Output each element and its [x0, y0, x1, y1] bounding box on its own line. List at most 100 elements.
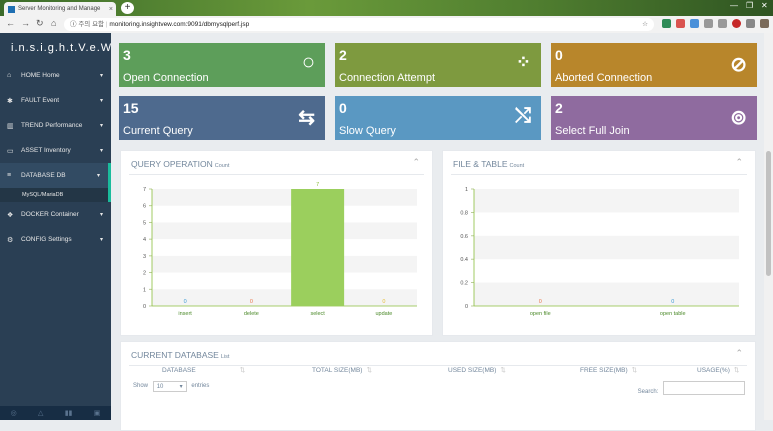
chevron-down-icon: ▾ — [99, 212, 103, 218]
sidebar-item-fault[interactable]: ✱ FAULT Event ▾ — [0, 88, 111, 113]
column-header-usage[interactable]: USAGE(%) ⇅ — [697, 367, 740, 374]
sidebar-item-home[interactable]: ⌂ HOME Home ▾ — [0, 63, 111, 88]
sidebar-item-label: FAULT Event — [21, 97, 60, 104]
home-nav-icon[interactable]: ⌂ — [51, 18, 57, 28]
bar-chart-icon: ▥ — [7, 122, 14, 130]
sidebar-item-asset[interactable]: ▭ ASSET Inventory ▾ — [0, 138, 111, 163]
brand-name: i.n.s.i.g.h.t.V.e.W — [11, 42, 113, 54]
extension-icon[interactable] — [690, 19, 699, 28]
value-label: 0 — [539, 299, 542, 305]
sidebar-footer: ◎ △ ▮▮ ▣ — [0, 406, 111, 420]
ban-icon: ⊘ — [730, 54, 747, 76]
extension-icon[interactable] — [704, 19, 713, 28]
stat-tile-aborted-connection: 0 Aborted Connection ⊘ — [551, 43, 757, 87]
favicon-icon — [8, 5, 15, 13]
stat-value: 15 — [123, 100, 139, 116]
stat-value: 0 — [339, 100, 347, 116]
value-label: 7 — [316, 182, 319, 188]
column-header-total-size[interactable]: TOTAL SIZE(MB) ⇅ — [312, 367, 372, 374]
bar-select[interactable] — [291, 189, 345, 306]
grid-band — [474, 189, 739, 213]
settings-circle-icon[interactable]: ◎ — [10, 410, 17, 417]
current-database-panel: CURRENT DATABASE List ⌃ Show 10 ▾ entries … — [120, 341, 756, 431]
profile-avatar[interactable] — [760, 19, 769, 28]
sidebar-item-config[interactable]: ⚙ CONFIG Settings ▾ — [0, 227, 111, 252]
maximize-icon[interactable]: ❐ — [746, 1, 754, 10]
column-header-used-size[interactable]: USED SIZE(MB) ⇅ — [448, 367, 506, 374]
main-content: 3 Open Connection ○ 2 Connection Attempt… — [111, 33, 764, 431]
exchange-icon: ⇆ — [298, 107, 315, 129]
chevron-down-icon: ▾ — [99, 73, 103, 79]
file-table-panel: FILE & TABLE Count ⌃ 0 0.2 0.4 0.6 0.8 1 0 open … — [442, 150, 756, 336]
collapse-chevron-icon[interactable]: ⌃ — [735, 157, 743, 167]
y-tick-label: 2 — [143, 271, 146, 277]
address-bar-row: ← → ↻ ⌂ ⓘ 주의 요함 | monitoring.insightvew.… — [0, 16, 773, 34]
sidebar-item-database[interactable]: ≡ DATABASE DB ▾ — [0, 163, 111, 188]
grid-band — [152, 189, 417, 206]
stat-tile-open-connection: 3 Open Connection ○ — [119, 43, 325, 87]
entries-select[interactable]: 10 ▾ — [152, 381, 187, 392]
page-scrollbar[interactable] — [764, 33, 773, 420]
close-tab-icon[interactable]: × — [108, 5, 113, 13]
sidebar-item-label: DATABASE DB — [21, 172, 66, 179]
database-icon: ≡ — [7, 172, 12, 179]
stat-value: 0 — [555, 47, 563, 63]
x-tick-label: insert — [178, 311, 192, 317]
y-tick-label: 1 — [465, 187, 468, 193]
cogs-icon: ⚙ — [7, 236, 14, 244]
circle-icon: ○ — [301, 49, 315, 74]
x-tick-label: open file — [530, 311, 551, 317]
search-control: Search: — [638, 379, 745, 395]
value-label: 0 — [184, 299, 187, 305]
forward-icon[interactable]: → — [21, 18, 30, 28]
y-tick-label: 0.6 — [460, 234, 468, 240]
column-header-database[interactable]: DATABASE ⇅ — [162, 367, 246, 374]
close-window-icon[interactable]: ✕ — [761, 1, 768, 10]
browser-tab[interactable]: Server Monitoring and Manage × — [4, 2, 116, 16]
search-input[interactable] — [663, 381, 745, 395]
chevron-down-icon: ▾ — [99, 148, 103, 154]
image-icon[interactable]: ▣ — [93, 410, 101, 417]
collapse-chevron-icon[interactable]: ⌃ — [412, 157, 420, 167]
y-tick-label: 0 — [465, 304, 468, 310]
bookmark-star-icon[interactable]: ☆ — [642, 21, 648, 28]
sidebar-subitem-mysql[interactable]: MySQL/MariaDB — [0, 188, 111, 202]
y-tick-label: 5 — [143, 220, 146, 226]
sidebar-item-label: CONFIG Settings — [21, 236, 72, 243]
collapse-chevron-icon[interactable]: ⌃ — [735, 348, 743, 358]
panel-title: QUERY OPERATION Count — [131, 159, 230, 169]
stat-tile-connection-attempt: 2 Connection Attempt ⁘ — [335, 43, 541, 87]
sidebar-item-label: TREND Performance — [21, 122, 83, 129]
url-input[interactable]: ⓘ 주의 요함 | monitoring.insightvew.com:9091… — [64, 18, 654, 31]
back-icon[interactable]: ← — [6, 18, 15, 28]
panel-title: CURRENT DATABASE List — [131, 350, 230, 360]
alert-triangle-icon[interactable]: △ — [38, 410, 44, 417]
y-tick-label: 0.2 — [460, 281, 468, 287]
x-tick-label: select — [310, 311, 325, 317]
extension-icon[interactable] — [662, 19, 671, 28]
new-tab-button[interactable]: + — [121, 2, 134, 14]
grid-band — [152, 289, 417, 306]
brand[interactable]: i.n.s.i.g.h.t.V.e.W — [0, 33, 111, 63]
column-header-free-size[interactable]: FREE SIZE(MB) ⇅ — [580, 367, 638, 374]
pinterest-icon[interactable] — [732, 19, 741, 28]
extension-icon[interactable] — [676, 19, 685, 28]
sidebar-item-docker[interactable]: ❖ DOCKER Container ▾ — [0, 202, 111, 227]
stat-label: Select Full Join — [555, 125, 630, 137]
extension-icon[interactable] — [746, 19, 755, 28]
stat-tile-slow-query: 0 Slow Query ⤭ — [335, 96, 541, 140]
value-label: 0 — [250, 299, 253, 305]
query-operation-panel: QUERY OPERATION Count ⌃ 0 1 2 3 4 5 6 7 0 insert 0 d… — [120, 150, 433, 336]
reload-icon[interactable]: ↻ — [36, 18, 44, 28]
chevron-down-icon: ▾ — [99, 98, 103, 104]
y-tick-label: 6 — [143, 204, 146, 210]
stat-tile-current-query: 15 Current Query ⇆ — [119, 96, 325, 140]
extension-icon[interactable] — [718, 19, 727, 28]
spinner-icon: ⁘ — [515, 52, 531, 72]
scrollbar-thumb[interactable] — [766, 151, 771, 276]
bar-chart-footer-icon[interactable]: ▮▮ — [64, 410, 73, 417]
stat-value: 3 — [123, 47, 131, 63]
stat-value: 2 — [555, 100, 563, 116]
sidebar-item-trend[interactable]: ▥ TREND Performance ▾ — [0, 113, 111, 138]
minimize-icon[interactable]: — — [730, 1, 738, 10]
